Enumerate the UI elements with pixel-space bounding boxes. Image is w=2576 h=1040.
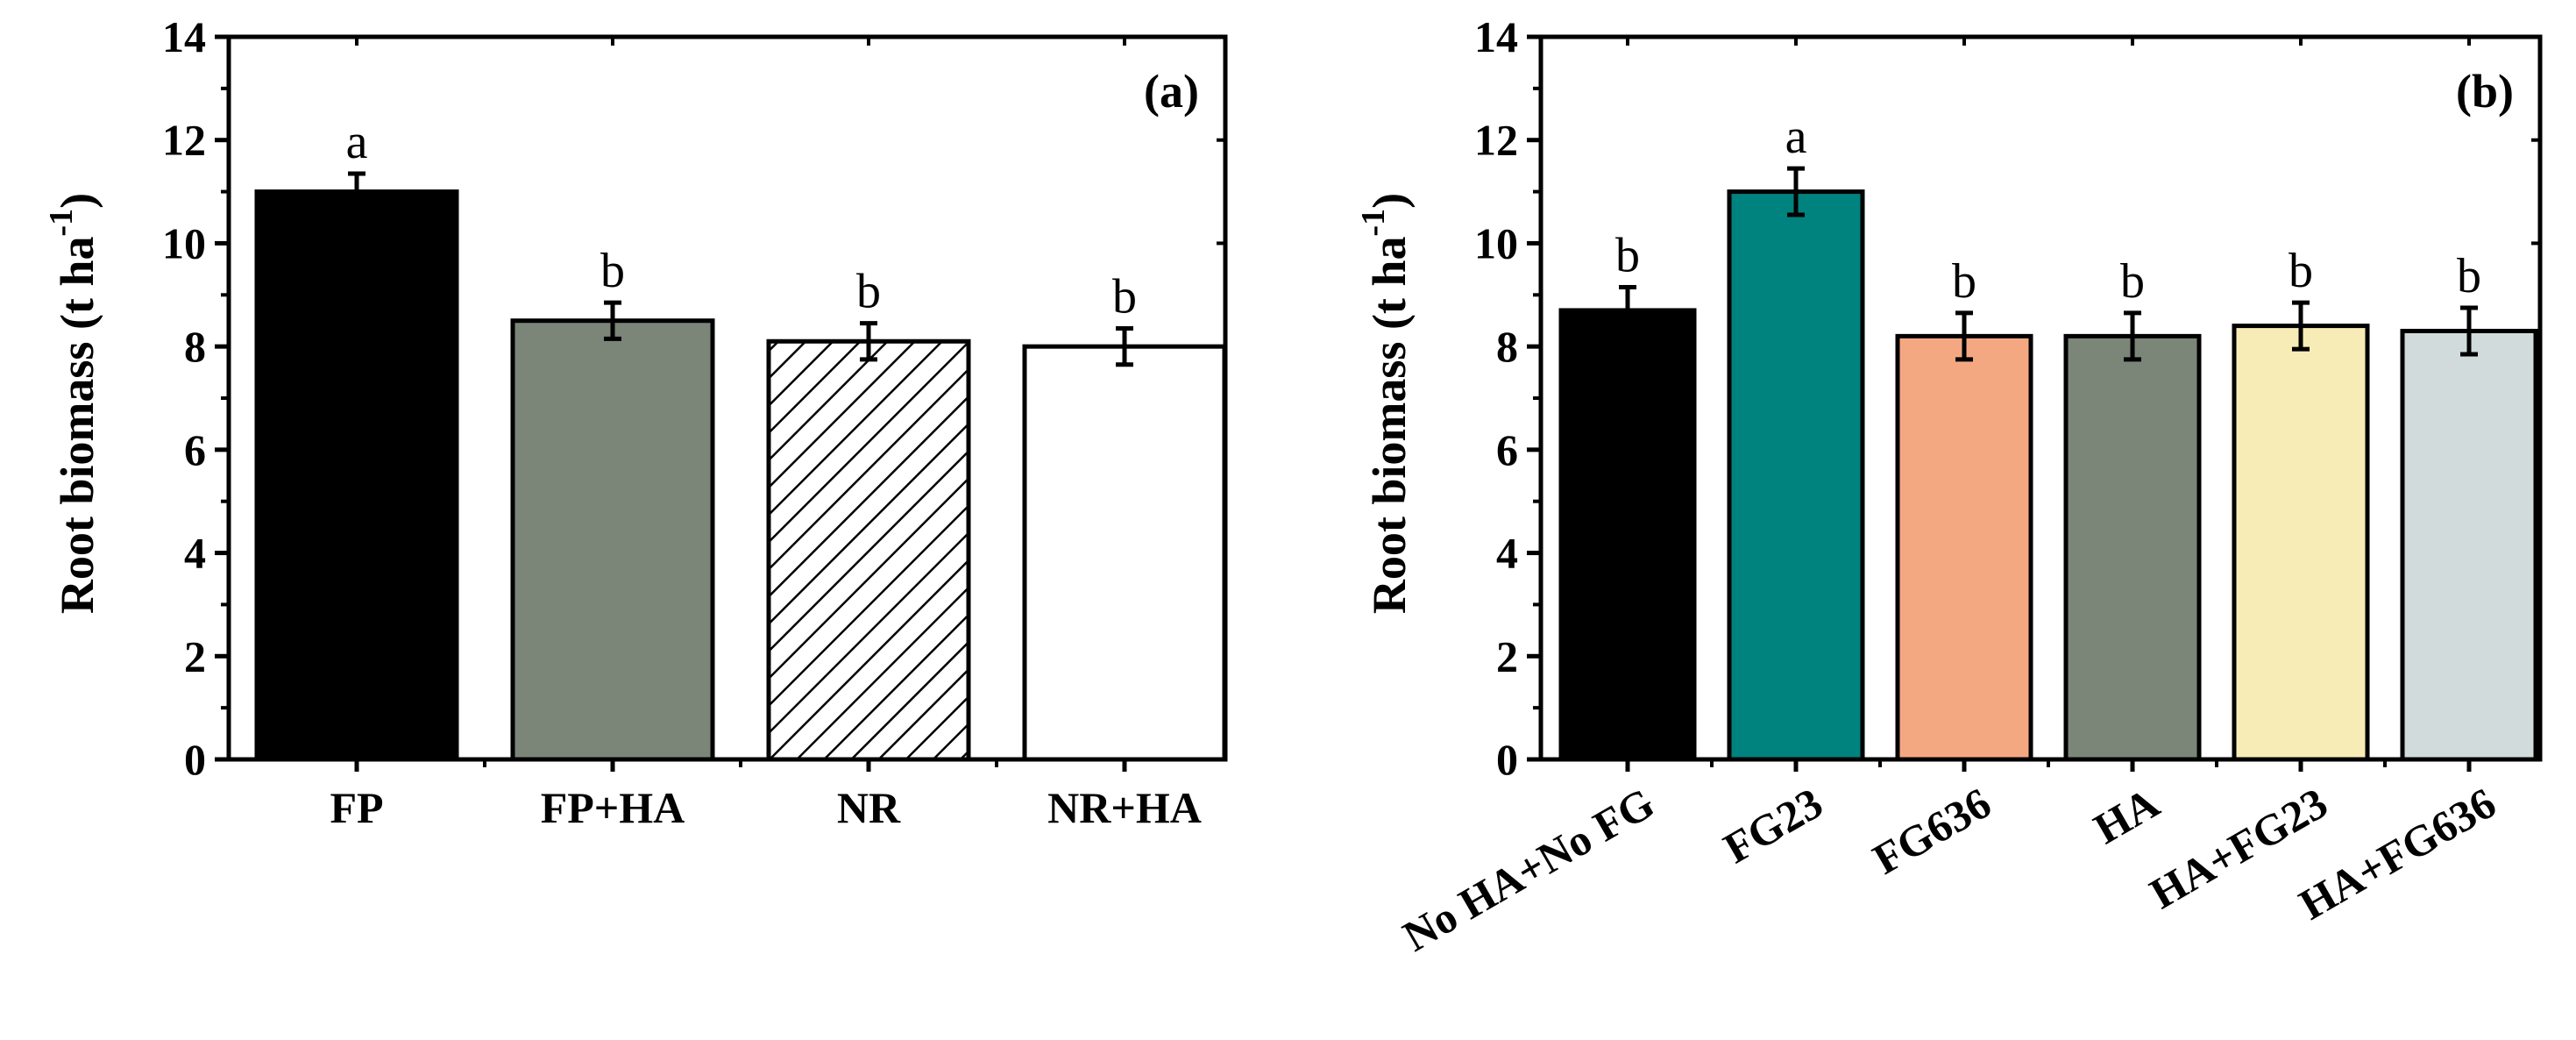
x-category-label: FP: [330, 783, 383, 832]
y-tick-label: 6: [1496, 425, 1518, 474]
y-tick-label: 10: [1474, 218, 1518, 267]
x-category-label: HA: [2086, 778, 2168, 853]
significance-letter: b: [1952, 254, 1976, 309]
y-tick-label: 12: [1474, 116, 1518, 165]
bar: [766, 338, 971, 762]
y-axis-label: Root biomass (t ha-1): [43, 193, 103, 614]
significance-letter: a: [346, 115, 368, 169]
panel-label: (b): [2456, 65, 2514, 118]
bar: [2400, 328, 2538, 762]
significance-letter: b: [2457, 249, 2481, 303]
significance-letter: b: [2289, 244, 2313, 298]
y-axis-label-superscript: -1: [1355, 209, 1392, 237]
y-tick-label: 4: [1496, 529, 1518, 578]
y-tick-label: 14: [1474, 12, 1518, 61]
x-category-label: FG23: [1715, 778, 1830, 873]
y-tick-label: 8: [1496, 322, 1518, 371]
y-axis-label-close: ): [51, 193, 103, 209]
significance-letter: b: [1615, 228, 1640, 282]
significance-letter: b: [600, 244, 625, 298]
bar: [1558, 308, 1697, 762]
y-axis-label-superscript: -1: [43, 209, 80, 237]
y-tick-label: 2: [184, 631, 206, 680]
y-tick-label: 4: [184, 529, 206, 578]
significance-letter: b: [856, 265, 881, 319]
y-tick-label: 0: [1496, 735, 1518, 784]
y-tick-label: 6: [184, 425, 206, 474]
x-category-label: FP+HA: [541, 783, 685, 832]
x-category-label: NR: [837, 783, 901, 832]
y-axis-label-main: Root biomass (t ha: [1363, 237, 1416, 615]
bar: [510, 318, 715, 762]
panel-a-chart: 0 2 4 6 8 10 12 14 Root biomass (t ha-1) (a) a FP b F…: [43, 12, 1228, 832]
bar: [254, 189, 459, 762]
y-tick-label: 2: [1496, 631, 1518, 680]
x-category-label: NR+HA: [1047, 783, 1202, 832]
bar: [2232, 324, 2370, 762]
y-axis-label-main: Root biomass (t ha: [51, 237, 103, 615]
bar: [1727, 189, 1865, 762]
x-category-label: No HA+No FG: [1394, 778, 1662, 961]
bar: [2063, 333, 2202, 762]
panel-b-chart: 0 2 4 6 8 10 12 14 Root biomass (t ha-1) (b) b No H…: [1355, 12, 2543, 961]
y-tick-label: 12: [162, 116, 206, 165]
y-axis-label-close: ): [1363, 193, 1416, 209]
bar: [1895, 333, 2033, 762]
y-tick-label: 14: [162, 12, 206, 61]
significance-letter: b: [2120, 254, 2145, 309]
panel-label: (a): [1144, 65, 1199, 118]
x-category-label: FG636: [1864, 778, 1998, 884]
y-tick-label: 0: [184, 735, 206, 784]
significance-letter: a: [1785, 110, 1807, 164]
y-tick-label: 8: [184, 322, 206, 371]
bar: [1022, 344, 1227, 762]
significance-letter: b: [1112, 270, 1137, 324]
y-axis-label: Root biomass (t ha-1): [1355, 193, 1416, 614]
y-tick-label: 10: [162, 218, 206, 267]
